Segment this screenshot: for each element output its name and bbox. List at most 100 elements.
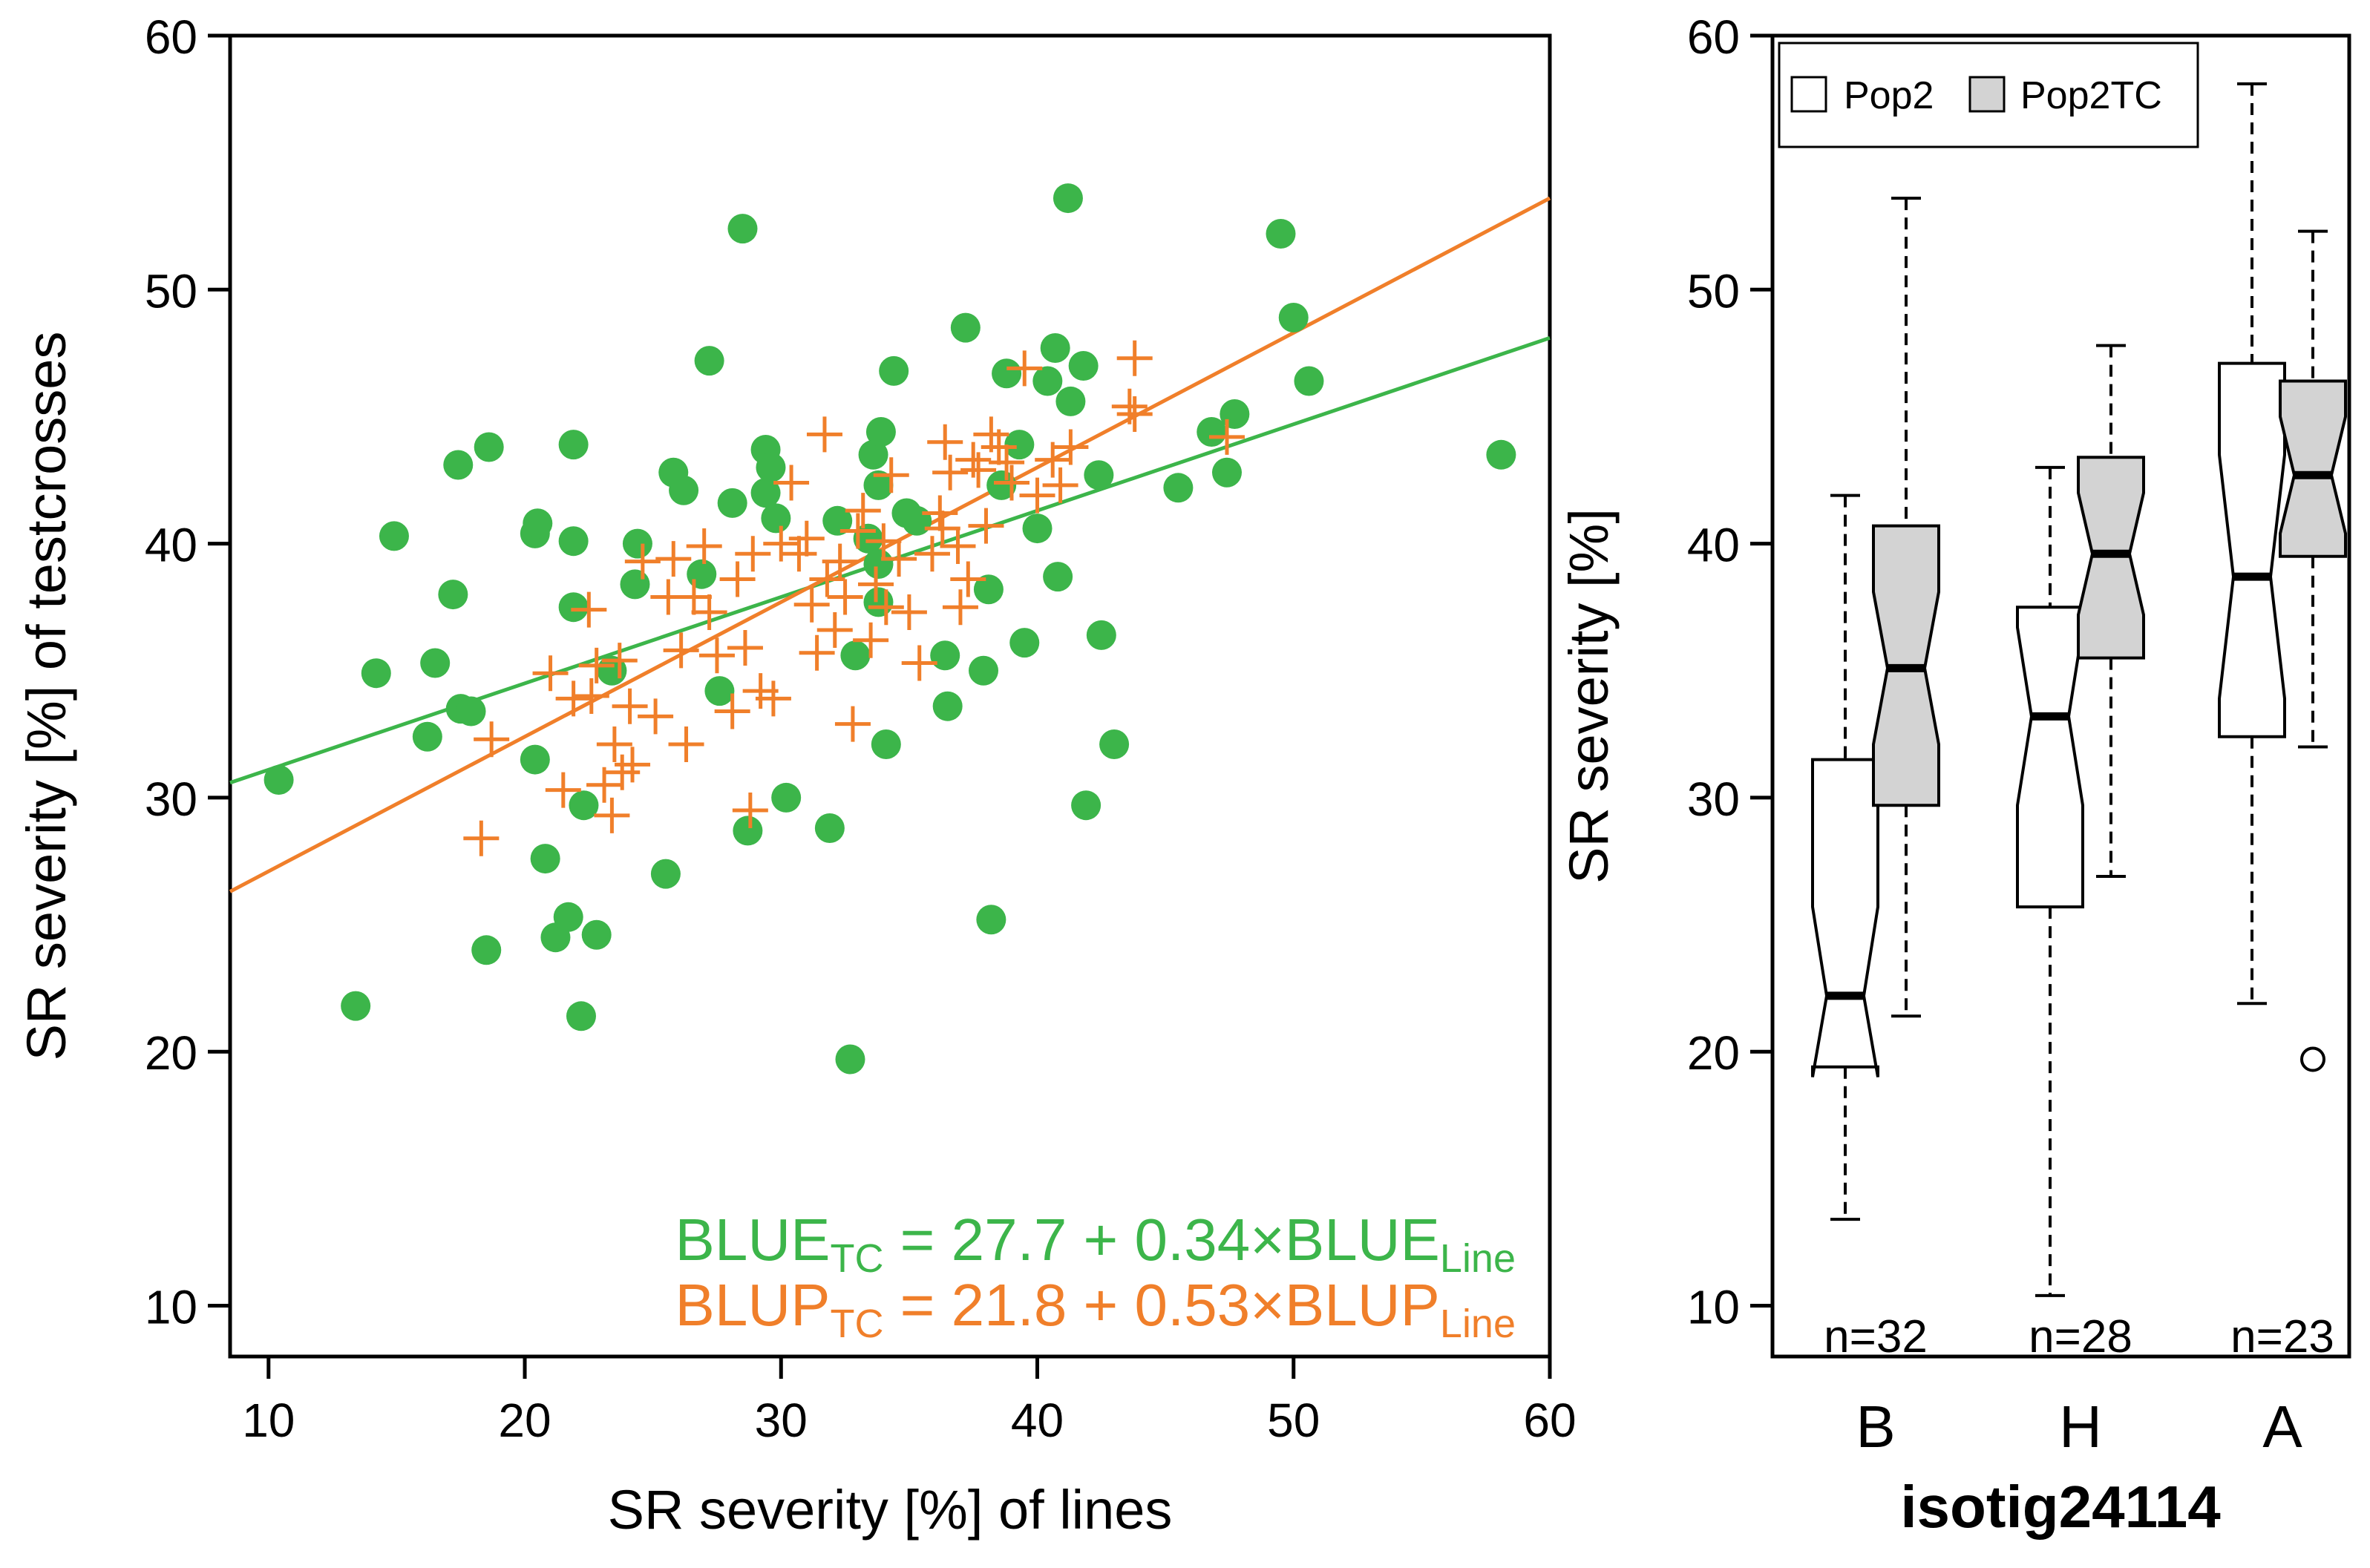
blup-point (1208, 419, 1245, 455)
blue-point (569, 790, 599, 821)
blup-point (732, 793, 768, 829)
blue-point (1086, 620, 1116, 650)
blup-point (601, 643, 638, 679)
equation-blup-main: BLUP (675, 1272, 830, 1338)
blue-point (863, 470, 894, 500)
blup-point (806, 416, 842, 453)
scatter-y-tick-label: 10 (145, 1281, 197, 1334)
blup-point (793, 586, 830, 623)
scatter-x-axis-label: SR severity [%] of lines (608, 1479, 1173, 1541)
blue-point (950, 312, 981, 343)
blue-point (879, 355, 909, 386)
fit-line-blup (229, 196, 1551, 893)
regression-equation-blup: BLUPTC = 21.8 + 0.53×BLUPLine (675, 1272, 1516, 1346)
blup-point (698, 637, 735, 674)
blup-point (612, 688, 648, 724)
blup-point (950, 561, 986, 597)
blup-point (873, 457, 909, 493)
scatter-y-tick-label: 40 (145, 519, 197, 572)
blup-point (555, 680, 592, 717)
blue-point (930, 640, 960, 671)
legend-label-pop2: Pop2 (1844, 74, 1934, 117)
blue-point (438, 580, 468, 610)
blue-point (520, 744, 550, 775)
scatter-fit-lines (229, 196, 1551, 893)
blup-point (993, 465, 1029, 501)
blue-point (969, 655, 999, 686)
blue-point (456, 696, 486, 726)
blue-point (263, 764, 294, 795)
boxplot-y-axis-label: SR severity [%] (1558, 508, 1620, 884)
blue-point (863, 587, 894, 617)
count-label: n=23 (2230, 1311, 2334, 1362)
blup-point (1116, 340, 1153, 376)
blue-point (771, 782, 802, 813)
scatter-y-tick-label: 60 (145, 10, 197, 64)
blup-point (663, 632, 699, 669)
blup-point (668, 726, 704, 763)
scatter-y-tick-label: 30 (145, 772, 197, 826)
scatter-x-tick-label: 10 (242, 1394, 295, 1447)
blue-point (379, 521, 409, 551)
blue-point (1032, 366, 1063, 396)
blue-point (992, 358, 1022, 389)
equation-blue-sub-tc: TC (830, 1236, 883, 1281)
blup-point (686, 528, 722, 565)
scatter-y-tick-label: 50 (145, 264, 197, 318)
blue-point (443, 450, 474, 480)
blup-point (675, 579, 712, 615)
blue-point (976, 905, 1006, 935)
scatter-plot-frame (228, 33, 1552, 1359)
blup-point (865, 523, 902, 560)
blup-point (839, 513, 876, 549)
scatter-x-tick-label: 40 (1011, 1394, 1064, 1447)
blup-point (1019, 477, 1055, 514)
blup-point (981, 429, 1017, 465)
box-pop2-b (1811, 493, 1879, 1221)
box-body (2016, 606, 2084, 909)
blue-point (530, 844, 560, 874)
blue-point (558, 592, 589, 623)
legend-swatch-pop2tc (1968, 76, 2006, 113)
blue-point (717, 488, 747, 518)
blue-point (1099, 729, 1130, 760)
scatter-y-axis-label: SR severity [%] of testcrosses (16, 332, 77, 1061)
box-pop2-h (2016, 465, 2084, 1297)
blup-point (1053, 429, 1089, 465)
blup-point (822, 543, 858, 580)
blue-point (840, 640, 871, 671)
blup-point (960, 452, 997, 488)
boxplot-panel: 10 20 30 40 50 60 n=32 n=28 n=23 B H A isotig2411… (1558, 10, 2351, 1540)
blue-point (871, 729, 901, 760)
blup-point (827, 579, 863, 615)
blue-point (1294, 366, 1324, 396)
blup-point (1035, 442, 1071, 478)
scatter-panel: 10 20 30 40 50 60 10 20 30 40 50 60 SR severity [%… (16, 10, 1577, 1541)
blue-point (1040, 333, 1070, 364)
blup-point (638, 698, 674, 735)
outlier-point (2300, 1046, 2325, 1072)
equation-blue-main: BLUE (675, 1207, 830, 1273)
blue-point (902, 505, 932, 536)
blup-point (968, 508, 1004, 544)
blue-point (761, 503, 791, 534)
blue-point (1004, 430, 1035, 460)
blup-point (596, 726, 632, 763)
blue-point (1055, 386, 1086, 416)
blue-point (566, 1001, 596, 1031)
blup-point (868, 589, 904, 626)
blue-point (687, 559, 717, 589)
scatter-x-tick-label: 30 (755, 1394, 808, 1447)
boxplot-counts: n=32 n=28 n=23 (1824, 1311, 2334, 1362)
blup-point (573, 678, 609, 714)
box-body (2218, 361, 2286, 738)
blue-point (1053, 183, 1083, 214)
equation-blue-formula: = 27.7 + 0.34×BLUE (883, 1207, 1439, 1273)
blue-point (727, 214, 758, 244)
blup-point (1116, 396, 1153, 433)
blue-point (474, 432, 504, 462)
blup-point (922, 495, 958, 531)
blue-point (581, 919, 612, 950)
blup-point (901, 645, 937, 681)
blup-point (1042, 467, 1078, 503)
